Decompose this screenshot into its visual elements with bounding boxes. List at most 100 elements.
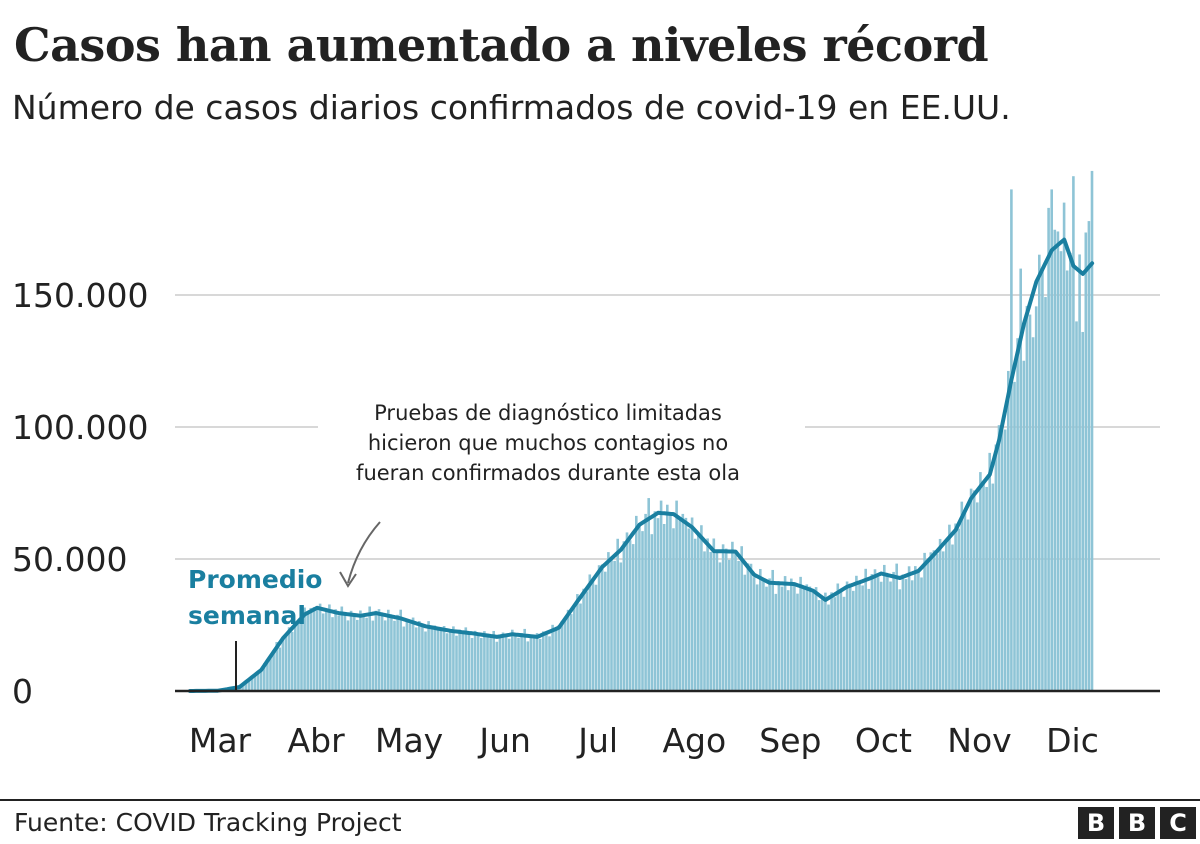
annotation-line: Pruebas de diagnóstico limitadas: [374, 401, 722, 425]
chart-subtitle: Número de casos diarios confirmados de c…: [12, 88, 1011, 127]
daily-bar: [752, 577, 756, 691]
daily-bar: [334, 609, 337, 691]
daily-bar: [675, 500, 678, 691]
daily-bar: [501, 632, 505, 691]
daily-bar: [1078, 254, 1081, 691]
daily-bar: [377, 609, 381, 691]
daily-bar: [638, 523, 641, 691]
daily-bar: [935, 553, 939, 691]
bbc-logo: B B C: [1078, 807, 1196, 839]
daily-bar: [560, 621, 564, 691]
daily-bar: [613, 560, 616, 691]
daily-bar: [1081, 331, 1084, 691]
daily-bar: [864, 568, 867, 691]
y-tick-label: 150.000: [12, 276, 148, 315]
daily-bar: [551, 624, 554, 691]
daily-bar: [951, 544, 954, 691]
x-tick-label: Nov: [947, 721, 1011, 760]
daily-bar: [728, 559, 731, 691]
daily-bar: [852, 590, 855, 691]
daily-bar: [331, 617, 334, 691]
daily-bar: [799, 576, 802, 691]
daily-bar: [380, 615, 384, 691]
daily-bar: [1069, 252, 1072, 691]
daily-bar: [948, 524, 951, 691]
daily-bar: [312, 607, 316, 691]
daily-bar: [805, 584, 809, 691]
daily-bar: [703, 551, 706, 691]
series-label: semanal: [188, 601, 306, 630]
daily-bar: [321, 613, 325, 691]
daily-bar: [1010, 189, 1013, 691]
axes: [175, 641, 1160, 693]
daily-bar: [858, 582, 861, 691]
x-tick-label: Mar: [189, 721, 252, 760]
daily-bar: [436, 626, 440, 691]
y-tick-label: 50.000: [12, 540, 127, 579]
daily-bar: [796, 593, 799, 691]
daily-bar: [867, 588, 871, 691]
daily-bar: [979, 472, 982, 691]
daily-bar: [383, 620, 387, 691]
daily-bar: [538, 638, 542, 691]
daily-bar: [631, 544, 635, 691]
daily-bar: [523, 628, 526, 691]
daily-bar: [1028, 314, 1032, 691]
daily-bar: [278, 647, 282, 691]
daily-bar: [895, 563, 898, 691]
daily-bar: [393, 620, 396, 691]
daily-bar: [811, 592, 815, 691]
x-tick-label: Ago: [662, 721, 726, 760]
daily-bar: [272, 650, 275, 691]
x-tick-label: Dic: [1046, 721, 1099, 760]
daily-bar: [371, 620, 375, 691]
daily-bar: [545, 632, 548, 691]
daily-bar: [628, 540, 632, 691]
daily-bar: [427, 621, 430, 691]
daily-bar: [653, 511, 657, 691]
daily-bar: [566, 609, 570, 691]
daily-bar: [600, 564, 604, 691]
daily-bar: [597, 565, 601, 691]
daily-bar: [470, 637, 474, 691]
daily-bar: [821, 596, 824, 691]
daily-bar: [917, 570, 920, 691]
daily-bar: [712, 538, 716, 691]
x-tick-label: Oct: [855, 721, 912, 760]
daily-bar: [765, 586, 768, 691]
daily-bar: [405, 618, 409, 691]
daily-bar: [337, 615, 340, 691]
daily-bar: [374, 610, 378, 691]
daily-bar: [576, 594, 579, 691]
daily-bar: [972, 490, 976, 691]
daily-bar: [706, 538, 709, 691]
daily-bar: [749, 563, 753, 691]
daily-bar: [325, 609, 328, 691]
daily-bar: [414, 627, 418, 691]
daily-bar: [1013, 381, 1016, 691]
daily-bar: [442, 626, 446, 691]
daily-bar: [824, 592, 827, 691]
daily-bar: [659, 500, 663, 691]
daily-bar: [808, 586, 812, 691]
daily-bar: [281, 637, 285, 691]
daily-bar: [914, 566, 917, 691]
daily-bar: [1065, 270, 1069, 691]
daily-bar: [1034, 306, 1038, 691]
daily-bar: [619, 562, 623, 691]
daily-bar: [464, 627, 468, 691]
daily-bar: [693, 538, 697, 691]
daily-bar: [622, 541, 626, 691]
daily-bar: [991, 483, 995, 691]
daily-bar: [731, 541, 734, 691]
daily-bar: [569, 614, 573, 691]
daily-bar: [920, 577, 923, 691]
daily-bar: [721, 544, 725, 691]
daily-bar: [718, 562, 722, 691]
daily-bar: [1090, 170, 1094, 692]
daily-bar: [774, 593, 778, 691]
daily-bar: [439, 630, 443, 691]
daily-bar: [755, 584, 759, 691]
daily-bar: [644, 513, 647, 691]
daily-bar: [259, 671, 263, 691]
